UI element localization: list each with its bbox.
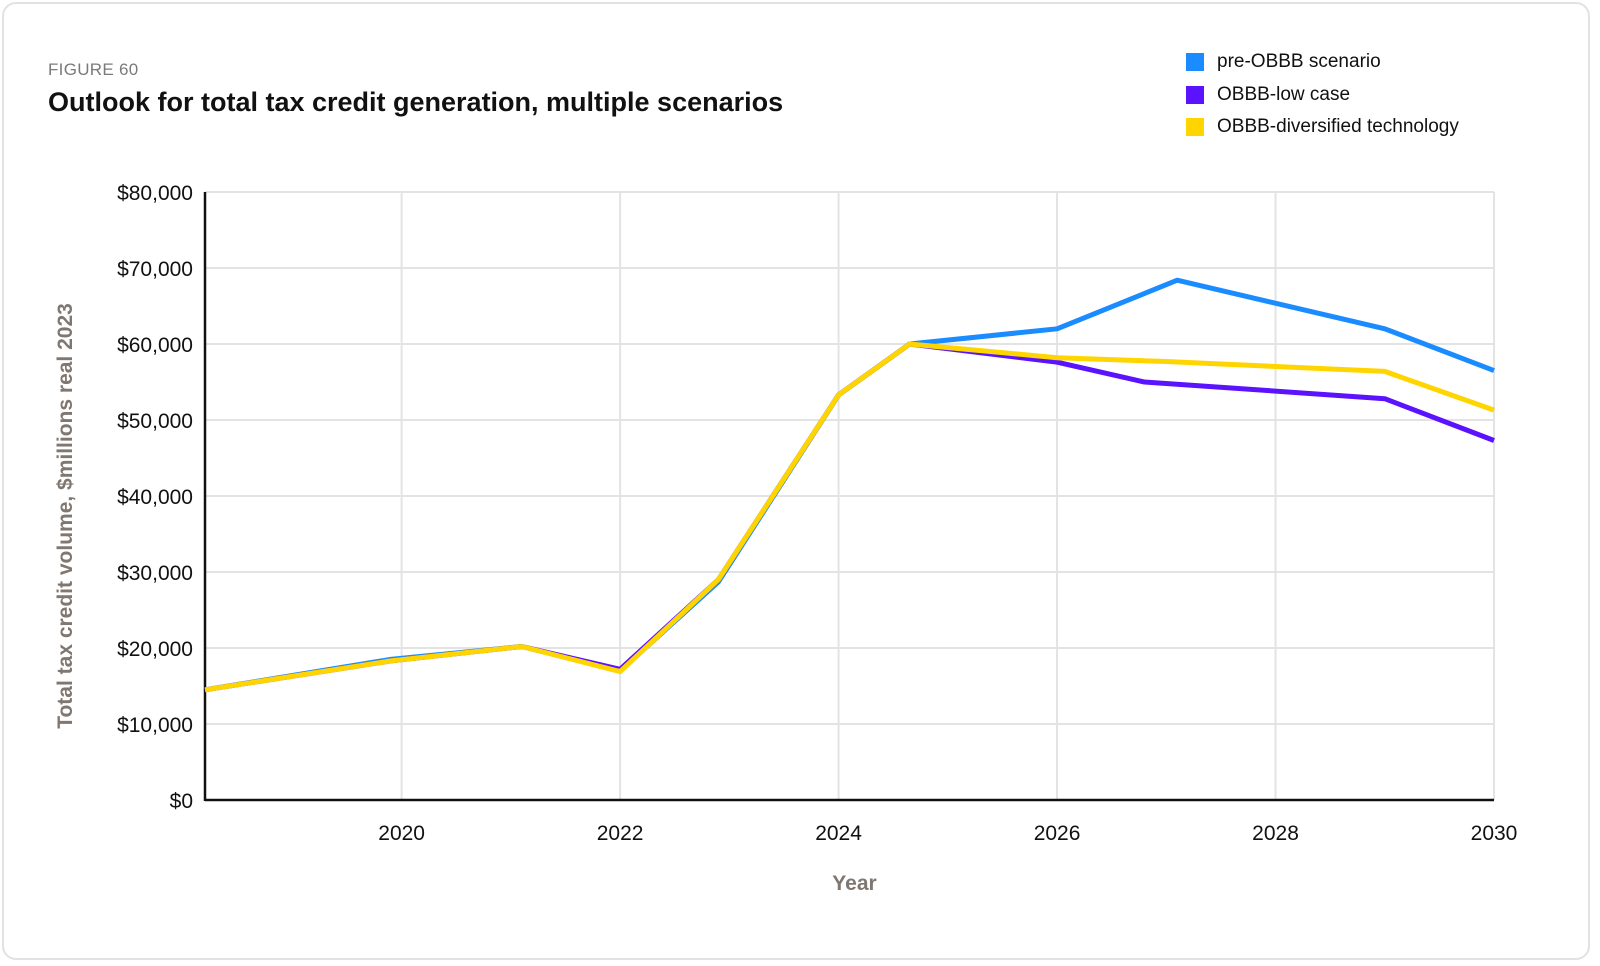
y-tick-label: $0 (170, 790, 193, 813)
x-tick-label: 2026 (1034, 822, 1081, 845)
y-tick-label: $80,000 (117, 182, 193, 205)
x-tick-label: 2028 (1252, 822, 1299, 845)
legend: pre-OBBB scenario OBBB-low case OBBB-div… (1186, 46, 1566, 144)
x-tick-label: 2020 (378, 822, 425, 845)
figure-label: FIGURE 60 (48, 60, 139, 79)
legend-item-obbb-diversified: OBBB-diversified technology (1186, 111, 1566, 144)
series-line-2 (204, 341, 1495, 693)
gridlines (205, 191, 1495, 800)
x-tick-label: 2030 (1471, 822, 1518, 845)
y-tick-label: $20,000 (117, 638, 193, 661)
legend-label-pre-obbb: pre-OBBB scenario (1217, 51, 1381, 73)
axes (203, 192, 1494, 802)
series-line-1 (204, 341, 1495, 693)
x-tick-label: 2024 (815, 822, 862, 845)
legend-item-pre-obbb: pre-OBBB scenario (1186, 46, 1566, 79)
y-tick-label: $40,000 (117, 486, 193, 509)
series-line-0 (204, 277, 1495, 693)
legend-item-obbb-low: OBBB-low case (1186, 79, 1566, 112)
series-lines (204, 277, 1495, 693)
y-tick-label: $70,000 (117, 258, 193, 281)
tick-labels: $0 $10,000 $20,000 $30,000 $40,000 $50,000 $60… (117, 182, 1517, 845)
y-tick-label: $30,000 (117, 562, 193, 585)
legend-swatch-pre-obbb (1186, 53, 1204, 72)
y-axis-title: Total tax credit volume, $millions real … (54, 303, 77, 729)
legend-label-obbb-diversified: OBBB-diversified technology (1217, 116, 1459, 138)
legend-swatch-obbb-low (1186, 85, 1204, 104)
y-tick-label: $10,000 (117, 714, 193, 737)
legend-swatch-obbb-diversified (1186, 118, 1204, 137)
x-axis-title: Year (832, 872, 876, 895)
legend-label-obbb-low: OBBB-low case (1217, 83, 1351, 105)
x-tick-label: 2022 (597, 822, 644, 845)
y-tick-label: $50,000 (117, 410, 193, 433)
y-tick-label: $60,000 (117, 334, 193, 357)
chart-title: Outlook for total tax credit generation,… (48, 87, 784, 117)
